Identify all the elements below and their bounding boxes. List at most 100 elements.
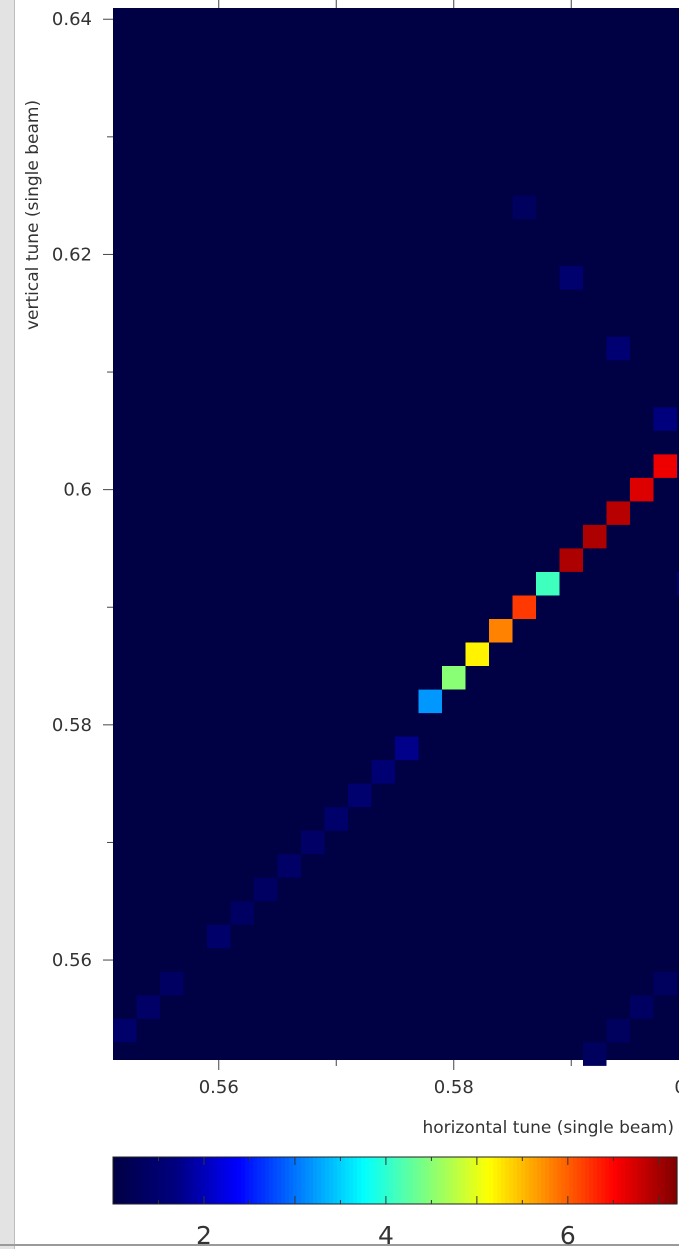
colorbar-segment xyxy=(221,1157,226,1204)
heatmap-cell xyxy=(395,736,419,761)
colorbar-segment xyxy=(529,1157,534,1204)
y-tick-label: 0.62 xyxy=(52,244,92,265)
y-tick-label: 0.6 xyxy=(63,480,92,501)
colorbar-segment xyxy=(265,1157,270,1204)
colorbar-segment xyxy=(525,1157,530,1204)
y-tick-label: 0.58 xyxy=(52,715,92,736)
colorbar-segment xyxy=(621,1157,626,1204)
colorbar-segment xyxy=(145,1157,150,1204)
colorbar-segment xyxy=(501,1157,506,1204)
colorbar-segment xyxy=(637,1157,642,1204)
colorbar-segment xyxy=(593,1157,598,1204)
colorbar-segment xyxy=(393,1157,398,1204)
colorbar-segment xyxy=(605,1157,610,1204)
colorbar-segment xyxy=(425,1157,430,1204)
colorbar-segment xyxy=(453,1157,458,1204)
colorbar-frame xyxy=(112,1156,678,1205)
heatmap-cell xyxy=(348,783,372,808)
colorbar-segment xyxy=(573,1157,578,1204)
window-left-edge xyxy=(0,0,15,1249)
colorbar-segment xyxy=(217,1157,222,1204)
colorbar-segment xyxy=(421,1157,426,1204)
colorbar-segment xyxy=(173,1157,178,1204)
colorbar-segment xyxy=(213,1157,218,1204)
colorbar-segment xyxy=(509,1157,514,1204)
colorbar-segment xyxy=(609,1157,614,1204)
colorbar-segment xyxy=(545,1157,550,1204)
colorbar-segment xyxy=(665,1157,670,1204)
colorbar-segment xyxy=(465,1157,470,1204)
colorbar-segment xyxy=(161,1157,166,1204)
colorbar-segment xyxy=(345,1157,350,1204)
colorbar-segment xyxy=(365,1157,370,1204)
colorbar-segment xyxy=(281,1157,286,1204)
colorbar-segment xyxy=(405,1157,410,1204)
colorbar-segment xyxy=(485,1157,490,1204)
colorbar-segment xyxy=(645,1157,650,1204)
colorbar-segment xyxy=(541,1157,546,1204)
colorbar-segment xyxy=(385,1157,390,1204)
heatmap-cell xyxy=(254,877,278,902)
heatmap-cell xyxy=(324,807,348,831)
colorbar-segment xyxy=(321,1157,326,1204)
colorbar-segment xyxy=(309,1157,314,1204)
heatmap-cell xyxy=(630,477,654,502)
x-tick-label: 0.56 xyxy=(199,1077,239,1098)
heatmap-cell xyxy=(583,1042,607,1066)
colorbar-segment xyxy=(669,1157,674,1204)
y-tick-label: 0.64 xyxy=(52,9,92,30)
heatmap-cell xyxy=(559,266,583,290)
colorbar-segment xyxy=(381,1157,386,1204)
colorbar-segment xyxy=(589,1157,594,1204)
heatmap-cell xyxy=(277,854,301,878)
colorbar-segment xyxy=(201,1157,206,1204)
colorbar-segment xyxy=(569,1157,574,1204)
x-axis-label: horizontal tune (single beam) xyxy=(423,1118,675,1138)
colorbar-segment xyxy=(661,1157,666,1204)
colorbar-segment xyxy=(229,1157,234,1204)
colorbar-segment xyxy=(617,1157,622,1204)
colorbar-segment xyxy=(137,1157,142,1204)
colorbar-segment xyxy=(241,1157,246,1204)
heatmap-cell xyxy=(465,642,489,666)
heatmap-cell xyxy=(559,548,583,572)
colorbar-segment xyxy=(333,1157,338,1204)
colorbar-segment xyxy=(581,1157,586,1204)
y-axis-label: vertical tune (single beam) xyxy=(23,100,43,330)
colorbar-segment xyxy=(561,1157,566,1204)
heatmap-cell xyxy=(653,454,677,478)
colorbar-segment xyxy=(413,1157,418,1204)
colorbar-segment xyxy=(629,1157,634,1204)
heatmap-cell xyxy=(207,924,231,949)
x-axis: 0.56 0.58 0.6 xyxy=(199,0,679,1098)
colorbar-segment xyxy=(493,1157,498,1204)
colorbar-segment xyxy=(457,1157,462,1204)
colorbar-segment xyxy=(633,1157,638,1204)
colorbar-segment xyxy=(537,1157,542,1204)
colorbar-segment xyxy=(361,1157,366,1204)
colorbar-segment xyxy=(585,1157,590,1204)
colorbar-segment xyxy=(225,1157,230,1204)
heatmap-cell xyxy=(489,619,513,643)
colorbar-segment xyxy=(649,1157,654,1204)
colorbar-segment xyxy=(117,1157,122,1204)
colorbar-segment xyxy=(169,1157,174,1204)
colorbar-segment xyxy=(293,1157,298,1204)
colorbar-segment xyxy=(177,1157,182,1204)
heatmap-cell xyxy=(606,1018,630,1043)
colorbar-segment xyxy=(553,1157,558,1204)
colorbar-segment xyxy=(141,1157,146,1204)
plot-area xyxy=(113,8,679,1066)
colorbar-segment xyxy=(233,1157,238,1204)
colorbar-tick-label: 6 xyxy=(560,1221,576,1249)
colorbar-segment xyxy=(549,1157,554,1204)
y-tick-label: 0.56 xyxy=(52,950,92,971)
colorbar-segment xyxy=(409,1157,414,1204)
colorbar-segment xyxy=(469,1157,474,1204)
colorbar-segment xyxy=(557,1157,562,1204)
colorbar-segment xyxy=(613,1157,618,1204)
heatmap-cell xyxy=(606,501,630,525)
heatmap-cell xyxy=(371,760,395,784)
colorbar-segment xyxy=(209,1157,214,1204)
colorbar-segment xyxy=(377,1157,382,1204)
